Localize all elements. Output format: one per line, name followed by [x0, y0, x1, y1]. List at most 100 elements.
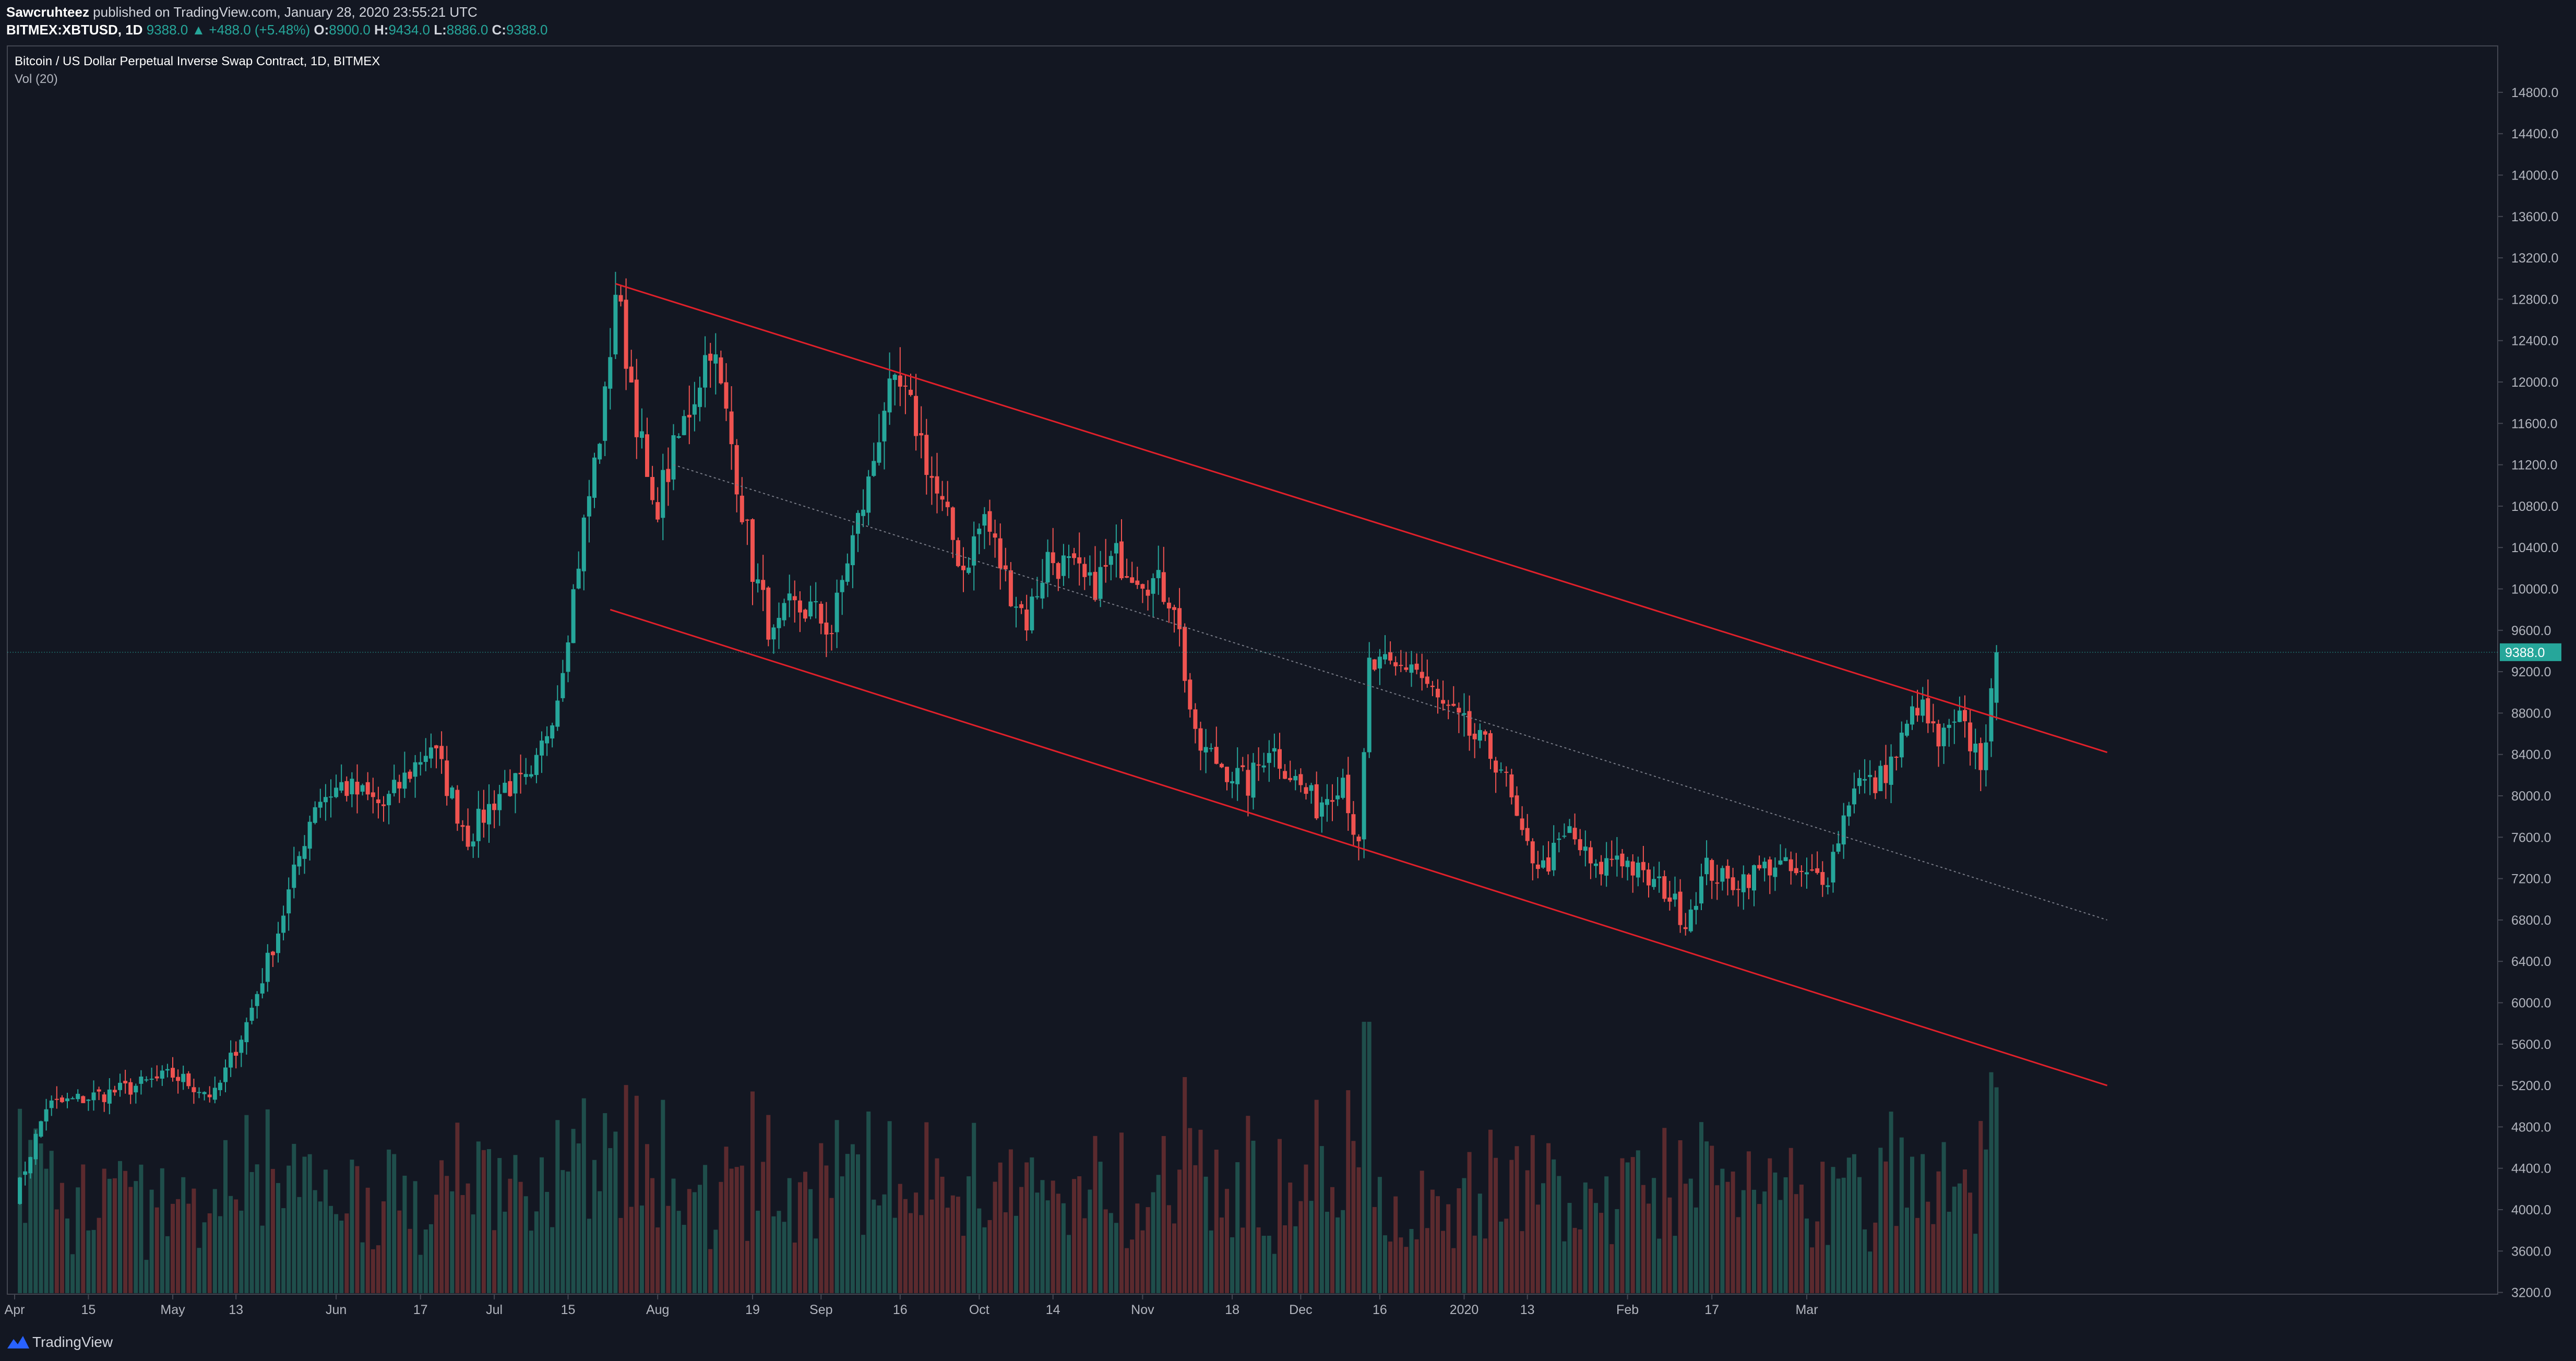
candle-body[interactable]	[1024, 610, 1029, 630]
candle-body[interactable]	[892, 374, 897, 380]
candle-body[interactable]	[1857, 778, 1862, 786]
candle-body[interactable]	[724, 382, 729, 409]
candle-body[interactable]	[708, 353, 713, 361]
candle-body[interactable]	[1261, 765, 1266, 768]
candle-body[interactable]	[1035, 596, 1040, 598]
candle-body[interactable]	[1805, 872, 1809, 875]
candle-body[interactable]	[603, 386, 607, 441]
candle-body[interactable]	[987, 511, 992, 532]
channel-upper-line[interactable]	[615, 283, 2108, 754]
candle-body[interactable]	[861, 509, 866, 516]
candle-body[interactable]	[771, 627, 776, 640]
candle-body[interactable]	[1093, 571, 1098, 600]
candle-body[interactable]	[1436, 688, 1440, 698]
candle-body[interactable]	[555, 700, 560, 727]
candle-body[interactable]	[423, 756, 428, 762]
candle-body[interactable]	[181, 1073, 186, 1082]
candle-body[interactable]	[977, 528, 982, 534]
candle-body[interactable]	[1451, 703, 1456, 706]
candle-body[interactable]	[1362, 752, 1366, 840]
candle-body[interactable]	[1161, 572, 1166, 602]
candle-body[interactable]	[1430, 686, 1435, 687]
candle-body[interactable]	[276, 933, 280, 953]
candle-body[interactable]	[334, 787, 339, 797]
candle-body[interactable]	[1973, 744, 1978, 753]
price-axis[interactable]: 14800.0 14400.0 14000.0 13600.0 13200.0 12800…	[2498, 86, 2558, 1300]
candle-body[interactable]	[840, 580, 844, 592]
candle-body[interactable]	[1936, 723, 1941, 747]
candle-body[interactable]	[1414, 663, 1419, 670]
candle-body[interactable]	[1783, 857, 1788, 861]
candle-body[interactable]	[1647, 869, 1651, 886]
candle-body[interactable]	[323, 797, 328, 803]
candle-body[interactable]	[1994, 652, 1999, 703]
candle-body[interactable]	[1446, 705, 1451, 706]
candle-body[interactable]	[207, 1094, 212, 1097]
candle-body[interactable]	[1852, 788, 1856, 805]
candle-body[interactable]	[1678, 891, 1683, 925]
candle-body[interactable]	[1762, 862, 1767, 868]
candle-body[interactable]	[829, 633, 834, 635]
candle-body[interactable]	[1846, 805, 1851, 817]
candle-body[interactable]	[59, 1097, 64, 1102]
candle-body[interactable]	[1562, 835, 1567, 837]
candle-body[interactable]	[1325, 799, 1329, 805]
candle-body[interactable]	[186, 1073, 191, 1087]
candle-body[interactable]	[608, 357, 613, 389]
candle-body[interactable]	[44, 1109, 49, 1121]
candle-body[interactable]	[1899, 732, 1904, 758]
candle-body[interactable]	[497, 794, 502, 810]
candle-body[interactable]	[365, 782, 370, 795]
candle-body[interactable]	[666, 469, 671, 482]
candle-body[interactable]	[1952, 721, 1957, 723]
candle-body[interactable]	[1351, 814, 1356, 835]
candle-body[interactable]	[1008, 570, 1013, 606]
candle-body[interactable]	[1088, 572, 1092, 576]
candle-body[interactable]	[808, 601, 813, 617]
candle-body[interactable]	[1978, 743, 1983, 770]
candle-body[interactable]	[1256, 764, 1261, 766]
candle-body[interactable]	[719, 357, 723, 384]
candle-body[interactable]	[898, 375, 902, 387]
candle-body[interactable]	[249, 1008, 254, 1021]
candle-body[interactable]	[1251, 762, 1256, 798]
candle-body[interactable]	[70, 1098, 75, 1100]
candle-body[interactable]	[850, 535, 855, 566]
candle-body[interactable]	[91, 1092, 96, 1101]
candle-body[interactable]	[165, 1069, 170, 1071]
candle-body[interactable]	[1572, 828, 1577, 840]
candle-body[interactable]	[1156, 570, 1161, 578]
candle-body[interactable]	[1235, 768, 1240, 784]
candle-body[interactable]	[318, 802, 323, 808]
candle-body[interactable]	[23, 1171, 28, 1175]
candle-body[interactable]	[1752, 865, 1756, 891]
candle-body[interactable]	[1288, 778, 1293, 780]
candle-body[interactable]	[428, 747, 433, 759]
candle-body[interactable]	[909, 389, 913, 395]
candle-body[interactable]	[581, 517, 586, 571]
candle-body[interactable]	[1546, 857, 1551, 871]
candle-body[interactable]	[1810, 869, 1815, 871]
candle-body[interactable]	[1989, 688, 1994, 742]
candle-body[interactable]	[445, 760, 449, 796]
candle-body[interactable]	[1056, 563, 1060, 579]
candle-body[interactable]	[1477, 730, 1482, 741]
candle-body[interactable]	[1957, 710, 1962, 722]
candle-body[interactable]	[1609, 858, 1614, 860]
candle-body[interactable]	[1298, 774, 1303, 785]
candle-body[interactable]	[1826, 885, 1830, 887]
candle-body[interactable]	[624, 300, 628, 369]
candle-body[interactable]	[777, 617, 781, 628]
candle-body[interactable]	[903, 385, 908, 387]
candle-body[interactable]	[919, 433, 924, 436]
candle-body[interactable]	[882, 411, 887, 441]
candle-body[interactable]	[592, 457, 597, 498]
candle-body[interactable]	[1045, 552, 1050, 583]
candle-body[interactable]	[1894, 757, 1899, 758]
candle-body[interactable]	[413, 762, 418, 777]
candle-body[interactable]	[244, 1022, 249, 1043]
candle-body[interactable]	[1293, 775, 1298, 781]
candle-body[interactable]	[1019, 604, 1024, 608]
candle-body[interactable]	[1377, 656, 1382, 668]
candle-body[interactable]	[218, 1082, 222, 1090]
